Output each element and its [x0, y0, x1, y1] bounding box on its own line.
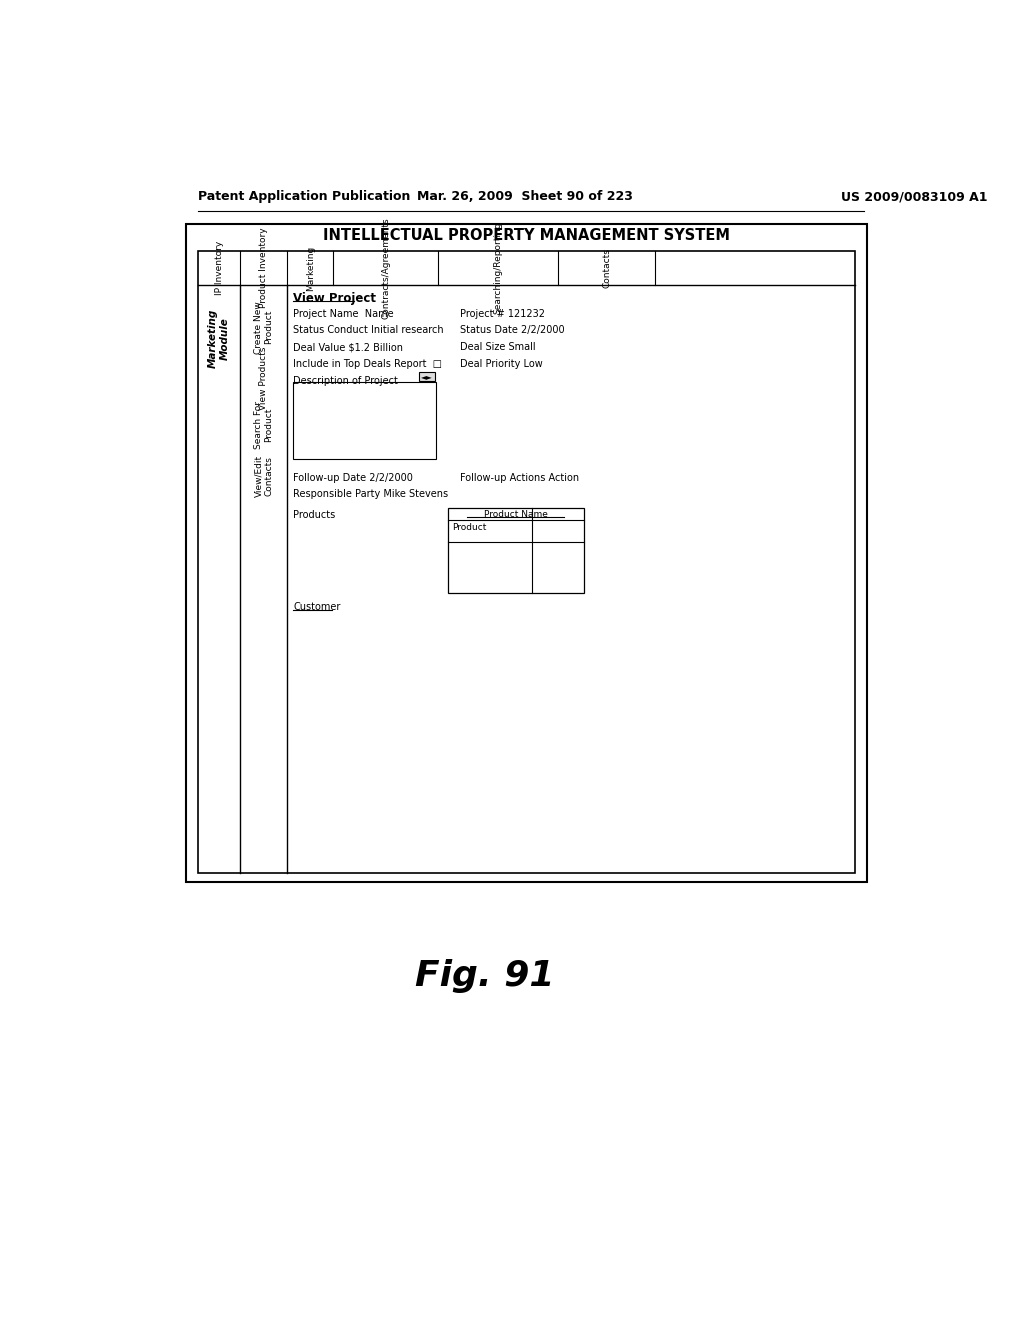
- Text: Customer: Customer: [293, 602, 340, 612]
- Text: Status Date 2/2/2000: Status Date 2/2/2000: [460, 326, 564, 335]
- Bar: [186, 224, 866, 882]
- Text: Follow-up Actions Action: Follow-up Actions Action: [460, 474, 579, 483]
- Text: INTELLECTUAL PROPERTY MANAGEMENT SYSTEM: INTELLECTUAL PROPERTY MANAGEMENT SYSTEM: [323, 227, 730, 243]
- Text: US 2009/0083109 A1: US 2009/0083109 A1: [841, 190, 987, 203]
- Text: Searching/Reporting: Searching/Reporting: [494, 222, 503, 314]
- Text: Include in Top Deals Report  □: Include in Top Deals Report □: [293, 359, 442, 370]
- Text: View/Edit
Contacts: View/Edit Contacts: [254, 455, 273, 496]
- Text: ◄►: ◄►: [421, 372, 433, 380]
- Text: Product Inventory: Product Inventory: [259, 228, 268, 309]
- Text: View Project: View Project: [293, 292, 376, 305]
- Text: Product Name: Product Name: [484, 510, 548, 519]
- Text: Contacts: Contacts: [602, 248, 611, 288]
- Text: Project # 121232: Project # 121232: [460, 309, 545, 318]
- Text: Marketing: Marketing: [305, 246, 314, 290]
- Bar: [449, 508, 584, 593]
- Text: Follow-up Date 2/2/2000: Follow-up Date 2/2/2000: [293, 474, 413, 483]
- Bar: [420, 372, 435, 381]
- Text: Mar. 26, 2009  Sheet 90 of 223: Mar. 26, 2009 Sheet 90 of 223: [417, 190, 633, 203]
- Text: Search For
Product: Search For Product: [254, 401, 273, 449]
- Text: IP Inventory: IP Inventory: [215, 242, 223, 296]
- Text: Status Conduct Initial research: Status Conduct Initial research: [293, 326, 443, 335]
- Text: Project Name  Name: Project Name Name: [293, 309, 393, 318]
- Bar: [293, 383, 436, 459]
- Bar: [198, 251, 855, 873]
- Text: Deal Value $1.2 Billion: Deal Value $1.2 Billion: [293, 342, 403, 352]
- Text: Description of Project: Description of Project: [293, 376, 398, 387]
- Text: Marketing
Module: Marketing Module: [208, 309, 229, 368]
- Text: Deal Size Small: Deal Size Small: [460, 342, 536, 352]
- Text: Products: Products: [293, 511, 335, 520]
- Text: Product: Product: [452, 523, 486, 532]
- Text: Fig. 91: Fig. 91: [415, 960, 554, 993]
- Text: View Products: View Products: [259, 347, 268, 411]
- Text: Deal Priority Low: Deal Priority Low: [460, 359, 543, 370]
- Text: Create New
Product: Create New Product: [254, 301, 273, 354]
- Text: Patent Application Publication: Patent Application Publication: [198, 190, 411, 203]
- Text: Contracts/Agreements: Contracts/Agreements: [381, 218, 390, 319]
- Text: Responsible Party Mike Stevens: Responsible Party Mike Stevens: [293, 488, 449, 499]
